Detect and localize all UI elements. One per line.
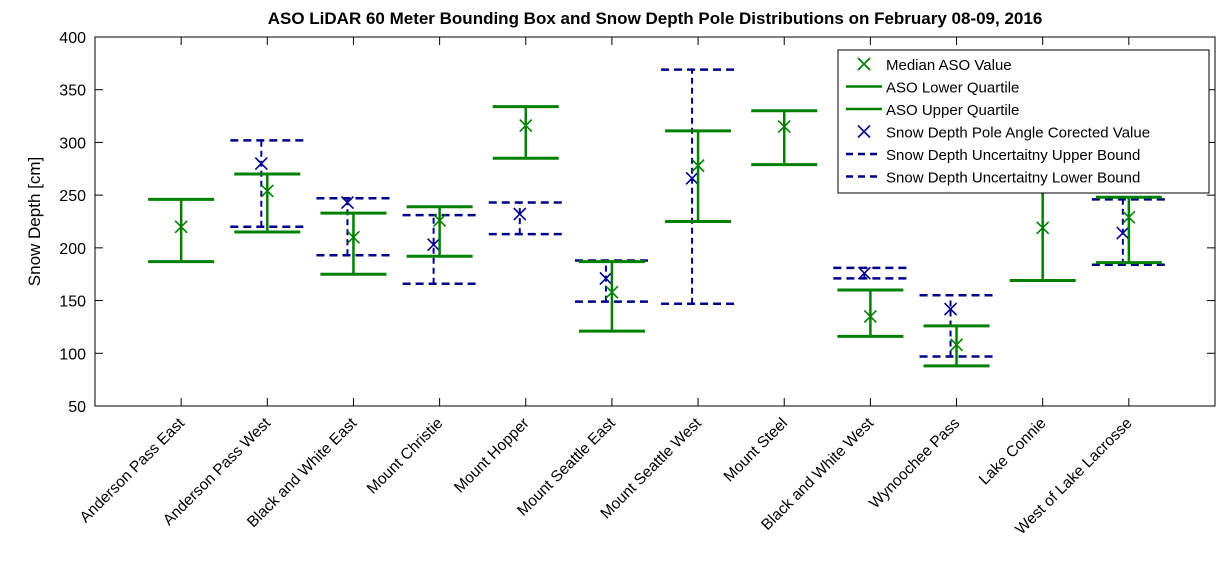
y-tick-label: 100 <box>59 346 86 363</box>
aso-median-marker <box>949 338 964 352</box>
pole-value-marker <box>340 195 355 210</box>
y-tick-label: 150 <box>59 294 86 311</box>
pole-value-marker <box>427 238 441 252</box>
pole-value-marker <box>254 156 268 171</box>
legend-label: ASO Lower Quartile <box>886 80 1019 97</box>
x-tick-label: Lake Connie <box>976 415 1050 489</box>
legend-label: ASO Upper Quartile <box>886 102 1019 119</box>
aso-median-marker <box>605 285 619 299</box>
y-tick-label: 250 <box>59 188 86 205</box>
pole-value-marker <box>1116 226 1130 240</box>
x-tick-label: Mount Hopper <box>451 415 532 496</box>
aso-median-marker <box>691 159 705 173</box>
y-axis-label: Snow Depth [cm] <box>25 157 44 286</box>
pole-value-marker <box>943 302 958 316</box>
aso-median-marker <box>1122 210 1136 224</box>
aso-median-marker <box>863 309 877 323</box>
y-tick-label: 300 <box>59 135 86 152</box>
pole-value-marker <box>857 266 871 280</box>
pole-value-marker <box>513 207 527 221</box>
aso-median-marker <box>519 118 533 133</box>
aso-median-marker <box>174 220 188 234</box>
y-tick-label: 350 <box>59 83 86 100</box>
aso-median-marker <box>260 184 274 198</box>
legend-label: Snow Depth Pole Angle Corected Value <box>886 125 1150 142</box>
pole-value-marker <box>685 171 699 185</box>
x-tick-label: Mount Christie <box>364 415 447 498</box>
legend-label: Snow Depth Uncertaitny Lower Bound <box>886 170 1140 187</box>
y-tick-label: 200 <box>59 241 86 258</box>
legend-label: Snow Depth Uncertaitny Upper Bound <box>886 147 1140 164</box>
pole-value-marker <box>599 271 613 285</box>
chart-title: ASO LiDAR 60 Meter Bounding Box and Snow… <box>268 9 1043 28</box>
y-tick-label: 50 <box>68 399 86 416</box>
legend-marker <box>857 57 871 71</box>
y-tick-label: 400 <box>59 30 86 47</box>
aso-median-marker <box>1036 221 1050 235</box>
aso-median-marker <box>433 213 447 228</box>
aso-median-marker <box>777 120 791 134</box>
x-tick-label: Mount Steel <box>721 415 792 486</box>
legend-box <box>837 49 1210 194</box>
legend-marker <box>857 124 871 139</box>
x-tick-label: Wynoochee Pass <box>866 415 963 512</box>
legend-label: Median ASO Value <box>886 57 1012 74</box>
aso-median-marker <box>346 230 361 244</box>
